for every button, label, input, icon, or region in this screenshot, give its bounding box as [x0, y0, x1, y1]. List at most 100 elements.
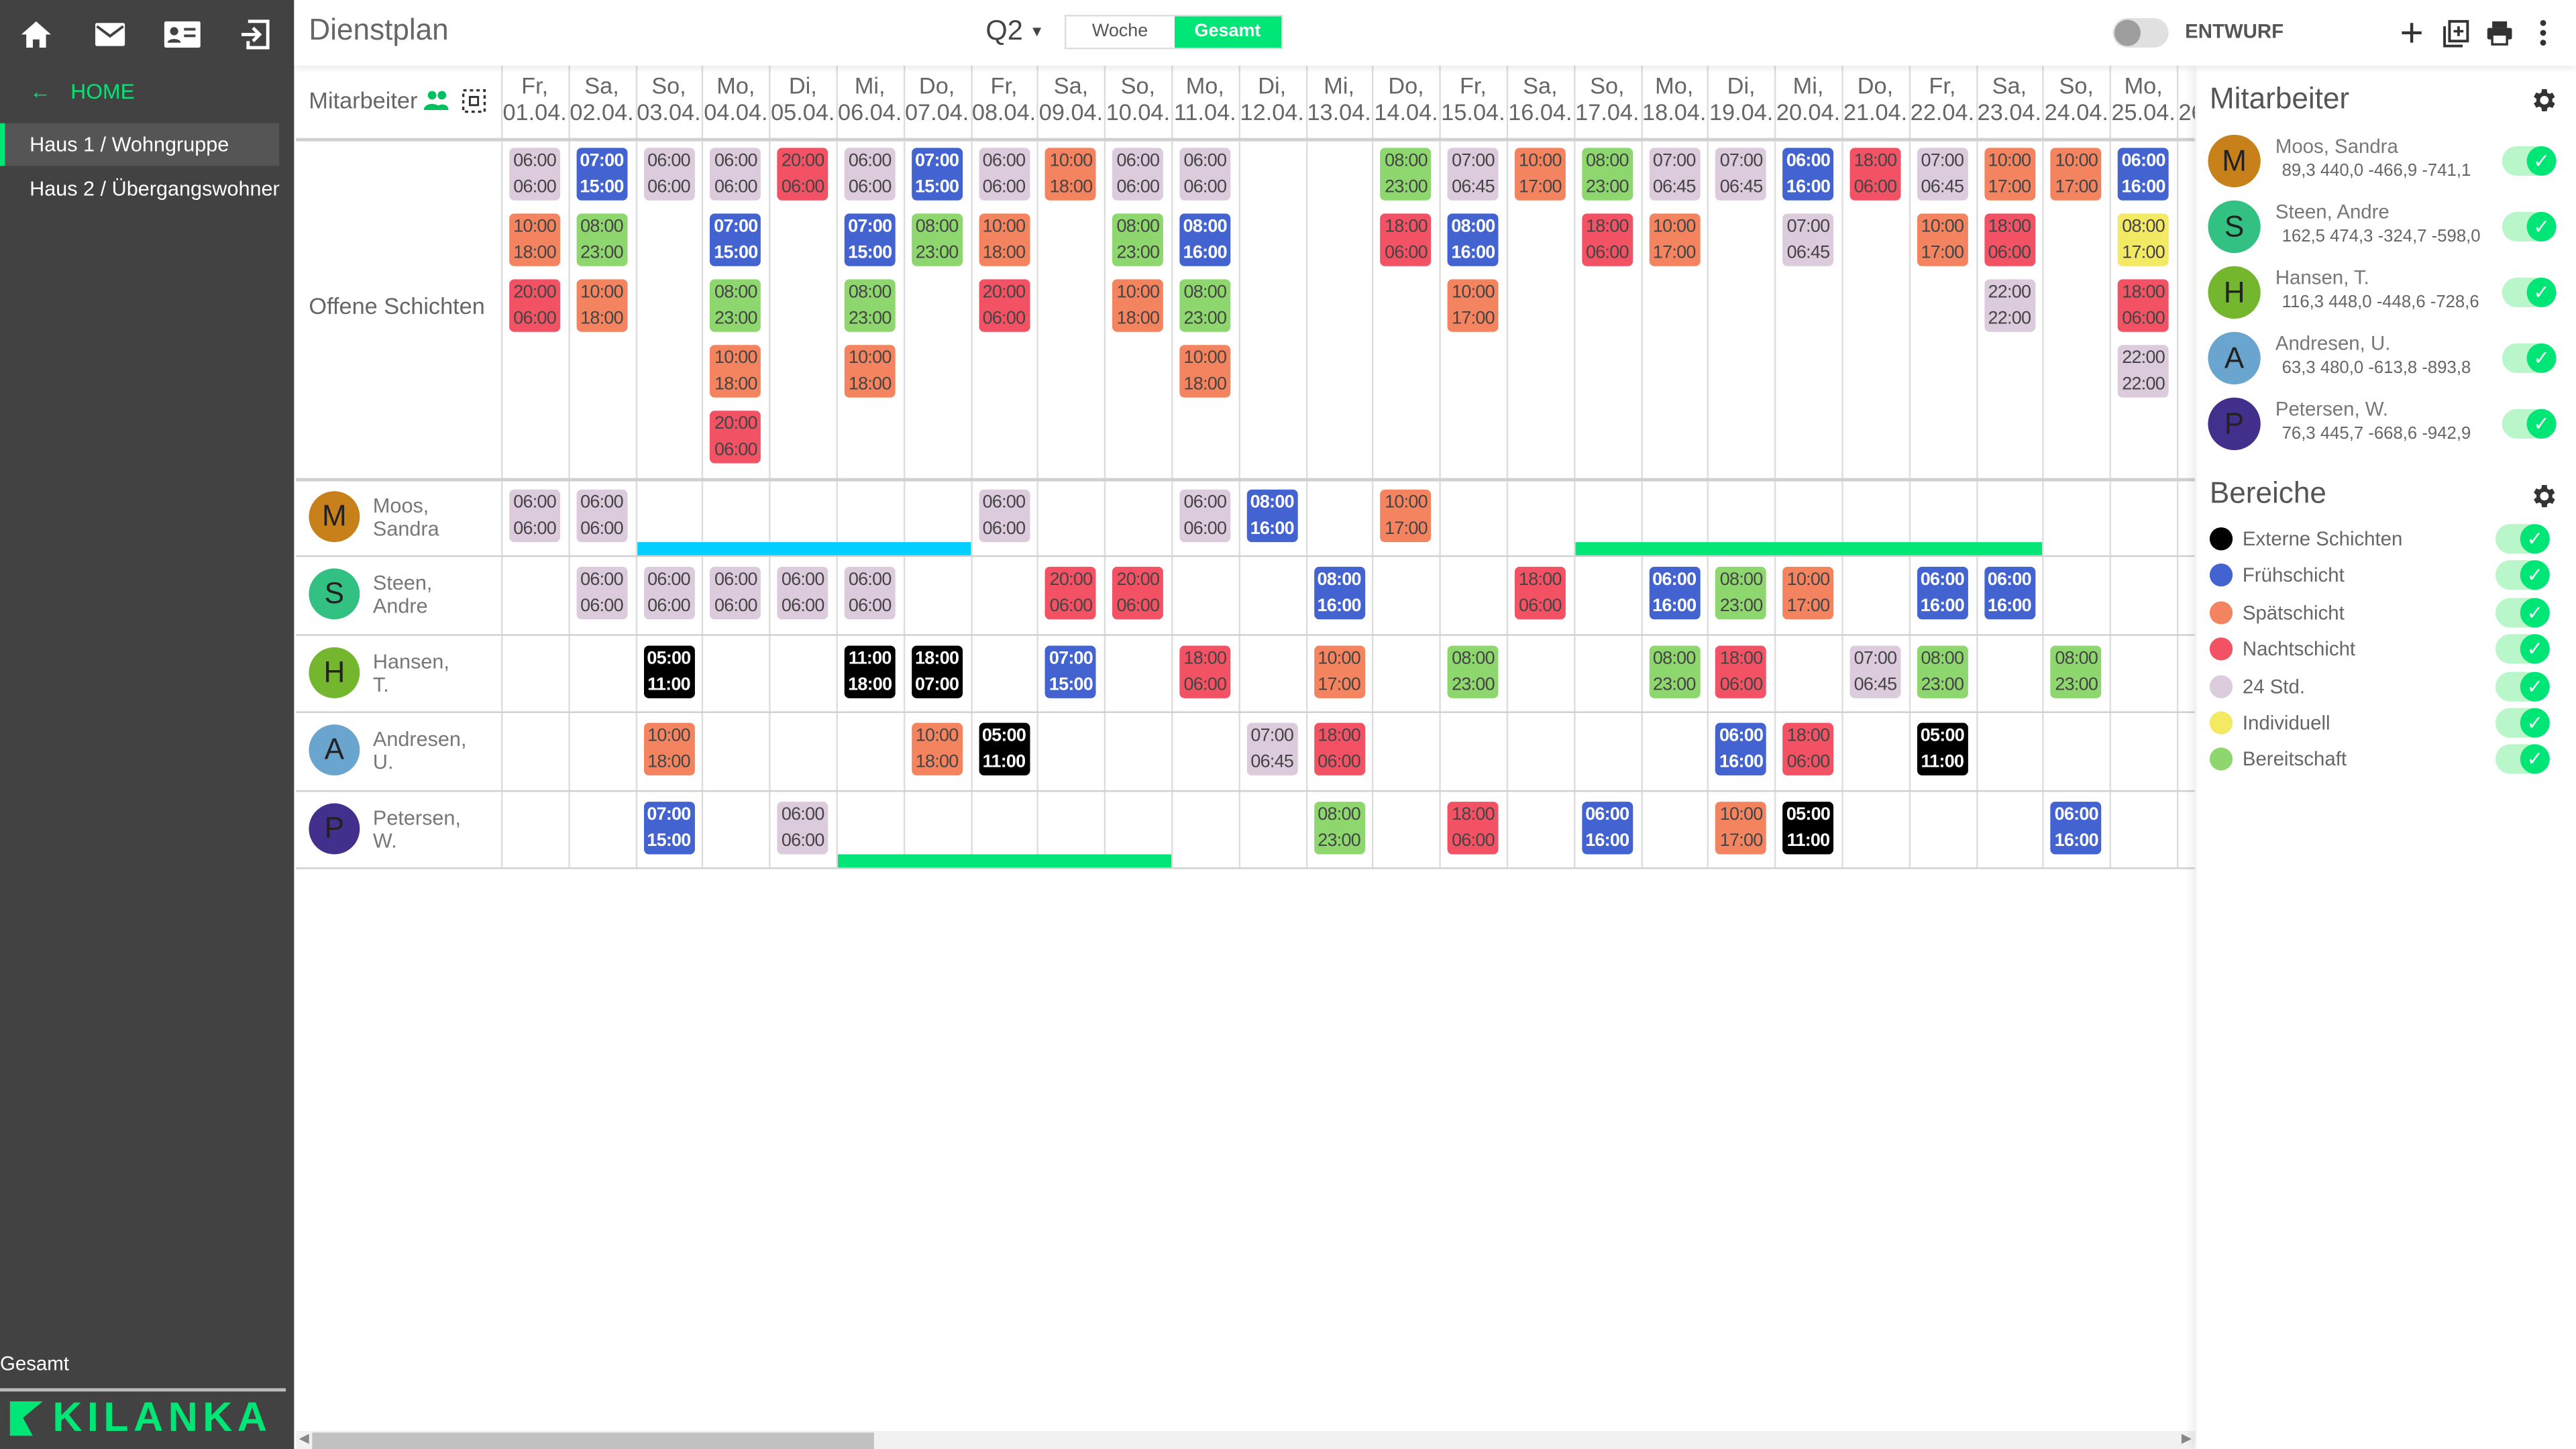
day-header[interactable]: Do, 14.04. — [1373, 72, 1440, 125]
shift-chip-frueh[interactable]: 06:00 16:00 — [1782, 148, 1834, 201]
shift-chip-24h[interactable]: 06:00 06:00 — [978, 148, 1030, 201]
day-header[interactable]: Mo, 25.04. — [2110, 72, 2177, 125]
gear-icon[interactable] — [2528, 482, 2558, 511]
area-visibility-toggle[interactable] — [2496, 671, 2550, 701]
shift-chip-frueh[interactable]: 08:00 16:00 — [1313, 566, 1365, 620]
shift-chip-bereitschaft[interactable]: 08:00 23:00 — [1917, 645, 1968, 698]
day-header[interactable]: Fr, 15.04. — [1440, 72, 1507, 125]
shift-chip-nacht[interactable]: 20:00 06:00 — [1045, 566, 1097, 620]
shift-chip-bereitschaft[interactable]: 08:00 23:00 — [710, 279, 761, 332]
area-visibility-toggle[interactable] — [2496, 561, 2550, 591]
shift-chip-bereitschaft[interactable]: 08:00 23:00 — [1715, 566, 1767, 620]
shift-chip-nacht[interactable]: 18:00 06:00 — [1984, 213, 2035, 266]
day-header[interactable]: So, 03.04. — [635, 72, 702, 125]
shift-chip-frueh[interactable]: 08:00 16:00 — [1179, 213, 1231, 266]
shift-chip-24h[interactable]: 22:00 22:00 — [1984, 279, 2035, 332]
shift-chip-nacht[interactable]: 20:00 06:00 — [710, 411, 761, 464]
day-header[interactable]: Mi, 20.04. — [1774, 72, 1841, 125]
shift-chip-nacht[interactable]: 18:00 06:00 — [1782, 722, 1834, 775]
shift-chip-24h[interactable]: 22:00 22:00 — [2118, 345, 2169, 398]
shift-chip-frueh[interactable]: 06:00 16:00 — [2118, 148, 2169, 201]
logout-icon[interactable] — [237, 16, 276, 52]
day-header[interactable]: Sa, 09.04. — [1037, 72, 1104, 125]
shift-chip-individuell[interactable]: 08:00 17:00 — [2118, 213, 2169, 266]
area-visibility-toggle[interactable] — [2496, 708, 2550, 738]
shift-chip-24h[interactable]: 06:00 06:00 — [643, 566, 694, 620]
shift-chip-spaet[interactable]: 10:00 18:00 — [509, 213, 561, 266]
shift-chip-nacht[interactable]: 18:00 06:00 — [1514, 566, 1566, 620]
plus-icon[interactable] — [2396, 16, 2428, 49]
people-icon[interactable] — [424, 91, 449, 111]
home-icon[interactable] — [16, 16, 56, 52]
shift-chip-24h[interactable]: 07:00 06:45 — [1715, 148, 1767, 201]
shift-chip-nacht[interactable]: 20:00 06:00 — [1112, 566, 1164, 620]
shift-chip-bereitschaft[interactable]: 08:00 23:00 — [1179, 279, 1231, 332]
employee-visibility-toggle[interactable] — [2502, 409, 2557, 439]
shift-chip-extern[interactable]: 05:00 11:00 — [643, 645, 694, 698]
shift-chip-spaet[interactable]: 10:00 18:00 — [978, 213, 1030, 266]
shift-chip-24h[interactable]: 06:00 06:00 — [710, 148, 761, 201]
area-visibility-toggle[interactable] — [2496, 597, 2550, 628]
area-visibility-toggle[interactable] — [2496, 745, 2550, 775]
shift-chip-bereitschaft[interactable]: 08:00 23:00 — [1112, 213, 1164, 266]
shift-chip-24h[interactable]: 07:00 06:45 — [1917, 148, 1968, 201]
day-header[interactable]: Do, 21.04. — [1841, 72, 1909, 125]
day-header[interactable]: Mo, 11.04. — [1171, 72, 1238, 125]
shift-chip-spaet[interactable]: 10:00 18:00 — [911, 722, 963, 775]
contact-card-icon[interactable] — [162, 16, 202, 52]
shift-chip-bereitschaft[interactable]: 08:00 23:00 — [2051, 645, 2102, 698]
shift-chip-spaet[interactable]: 10:00 17:00 — [2051, 148, 2102, 201]
shift-chip-extern[interactable]: 11:00 18:00 — [844, 645, 896, 698]
employee-visibility-toggle[interactable] — [2502, 343, 2557, 373]
day-header[interactable]: Mo, 04.04. — [702, 72, 769, 125]
shift-chip-frueh[interactable]: 06:00 16:00 — [1984, 566, 2035, 620]
shift-chip-spaet[interactable]: 10:00 17:00 — [1715, 802, 1767, 855]
scroll-left-icon[interactable]: ◀ — [299, 1431, 309, 1446]
day-header[interactable]: Do, 07.04. — [903, 72, 970, 125]
day-header[interactable]: Fr, 08.04. — [970, 72, 1037, 125]
day-header[interactable]: Di, 12.04. — [1238, 72, 1305, 125]
shift-chip-bereitschaft[interactable]: 08:00 23:00 — [1381, 148, 1432, 201]
shift-chip-spaet[interactable]: 10:00 17:00 — [1782, 566, 1834, 620]
scrollbar-thumb[interactable] — [312, 1432, 874, 1449]
absence-bar[interactable] — [1575, 542, 2043, 555]
shift-chip-nacht[interactable]: 18:00 06:00 — [1715, 645, 1767, 698]
shift-chip-24h[interactable]: 06:00 06:00 — [844, 566, 896, 620]
shift-chip-frueh[interactable]: 06:00 16:00 — [1648, 566, 1700, 620]
area-visibility-toggle[interactable] — [2496, 634, 2550, 664]
shift-chip-spaet[interactable]: 10:00 17:00 — [1514, 148, 1566, 201]
shift-chip-nacht[interactable]: 20:00 06:00 — [509, 279, 561, 332]
employee-row-label[interactable]: P Petersen, W. — [309, 803, 461, 855]
day-header[interactable]: Sa, 16.04. — [1507, 72, 1574, 125]
mail-icon[interactable] — [91, 16, 130, 52]
shift-chip-frueh[interactable]: 06:00 16:00 — [1917, 566, 1968, 620]
home-link[interactable]: ← HOME — [30, 79, 135, 104]
shift-chip-24h[interactable]: 06:00 06:00 — [576, 489, 628, 543]
shift-chip-extern[interactable]: 05:00 11:00 — [1917, 722, 1968, 775]
day-header[interactable]: Sa, 23.04. — [1976, 72, 2043, 125]
shift-chip-nacht[interactable]: 20:00 06:00 — [777, 148, 828, 201]
employee-row-label[interactable]: S Steen, Andre — [309, 568, 432, 620]
shift-chip-spaet[interactable]: 10:00 18:00 — [844, 345, 896, 398]
shift-chip-frueh[interactable]: 07:00 15:00 — [576, 148, 628, 201]
day-header[interactable]: Sa, 02.04. — [568, 72, 635, 125]
day-header[interactable]: Mo, 18.04. — [1641, 72, 1708, 125]
shift-chip-frueh[interactable]: 07:00 15:00 — [844, 213, 896, 266]
shift-chip-nacht[interactable]: 18:00 06:00 — [1849, 148, 1901, 201]
shift-chip-bereitschaft[interactable]: 08:00 23:00 — [1448, 645, 1499, 698]
shift-chip-24h[interactable]: 06:00 06:00 — [509, 148, 561, 201]
shift-chip-spaet[interactable]: 10:00 18:00 — [710, 345, 761, 398]
shift-chip-24h[interactable]: 06:00 06:00 — [509, 489, 561, 543]
day-header[interactable]: Di,26.04. — [2177, 72, 2194, 125]
view-week-button[interactable]: Woche — [1091, 21, 1148, 42]
shift-chip-nacht[interactable]: 18:00 06:00 — [2118, 279, 2169, 332]
shift-chip-bereitschaft[interactable]: 08:00 23:00 — [1648, 645, 1700, 698]
shift-chip-spaet[interactable]: 10:00 17:00 — [1313, 645, 1365, 698]
shift-chip-spaet[interactable]: 10:00 17:00 — [1448, 279, 1499, 332]
shift-chip-24h[interactable]: 06:00 06:00 — [1112, 148, 1164, 201]
shift-chip-frueh[interactable]: 07:00 15:00 — [1045, 645, 1097, 698]
day-header[interactable]: Di, 19.04. — [1707, 72, 1774, 125]
shift-chip-spaet[interactable]: 10:00 18:00 — [576, 279, 628, 332]
shift-chip-nacht[interactable]: 20:00 06:00 — [978, 279, 1030, 332]
shift-chip-spaet[interactable]: 10:00 17:00 — [1381, 489, 1432, 543]
